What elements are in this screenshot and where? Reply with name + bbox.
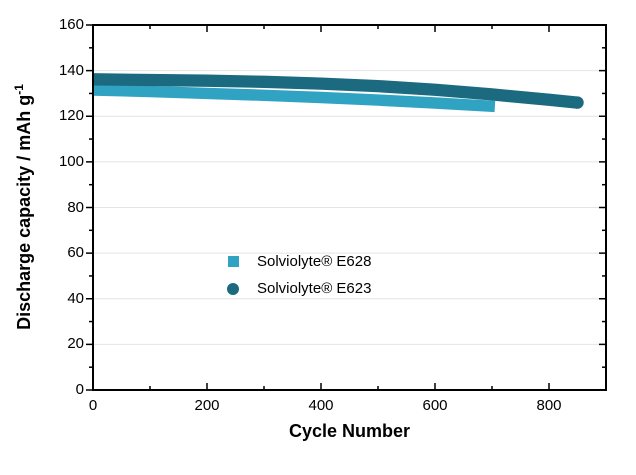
legend-item-e623: Solviolyte® E623 (221, 275, 371, 302)
legend-marker-cell (221, 282, 245, 295)
y-tick-label: 160 (58, 16, 84, 33)
y-tick-label: 0 (75, 381, 84, 398)
circle-marker-icon (227, 282, 239, 295)
series-band-endcap (571, 96, 584, 109)
x-tick-label: 400 (308, 397, 334, 414)
legend-marker-cell (221, 256, 245, 267)
x-tick-label: 600 (422, 397, 448, 414)
y-tick-label: 100 (58, 153, 84, 170)
x-tick-label: 200 (194, 397, 220, 414)
y-axis-title-superscript: -1 (12, 84, 26, 95)
legend-label: Solviolyte® E628 (257, 253, 372, 270)
legend: Solviolyte® E628 Solviolyte® E623 (221, 248, 371, 302)
y-axis-title: Discharge capacity / mAh g-1 (11, 47, 37, 367)
legend-item-e628: Solviolyte® E628 (221, 248, 371, 275)
y-tick-label: 80 (67, 199, 84, 216)
y-tick-label: 20 (67, 335, 84, 352)
y-tick-label: 140 (58, 62, 84, 79)
y-tick-label: 40 (67, 290, 84, 307)
y-axis-title-text: Discharge capacity / mAh g (14, 94, 34, 330)
x-axis-title: Cycle Number (288, 421, 411, 441)
series-band-e628 (92, 84, 496, 113)
square-marker-icon (227, 256, 239, 267)
x-tick-label: 0 (88, 397, 98, 414)
series-band-e623 (92, 73, 579, 109)
y-tick-label: 60 (67, 244, 84, 261)
legend-label: Solviolyte® E623 (257, 280, 372, 297)
y-tick-label: 120 (58, 107, 84, 124)
x-tick-label: 800 (536, 397, 562, 414)
